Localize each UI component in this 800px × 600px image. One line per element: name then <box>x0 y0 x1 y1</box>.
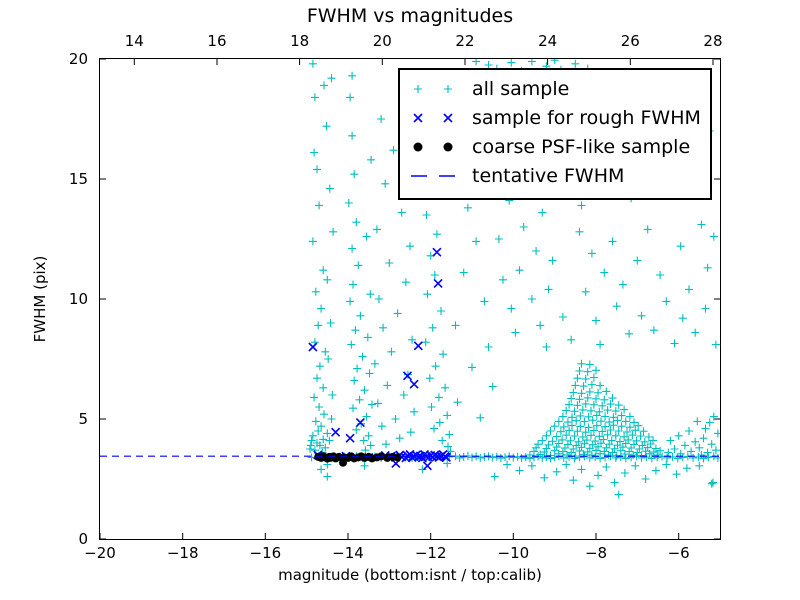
y-tick-label: 10 <box>68 290 88 308</box>
y-tick-label: 15 <box>68 170 88 188</box>
dot-marker-icon <box>413 142 453 151</box>
x-axis-label: magnitude (bottom:isnt / top:calib) <box>278 566 542 584</box>
chart-title: FWHM vs magnitudes <box>306 5 514 27</box>
legend-entry-tentative-fwhm: tentative FWHM <box>400 161 710 190</box>
scatter-plot <box>100 59 720 539</box>
x-tick-label-top: 16 <box>207 32 227 50</box>
legend-label: coarse PSF-like sample <box>472 135 691 158</box>
dashed-line-icon <box>411 174 455 177</box>
x-tick-label-bottom: −18 <box>166 544 199 562</box>
x-tick-label-top: 18 <box>290 32 310 50</box>
legend-entry-rough-fwhm: sample for rough FWHM <box>400 103 710 132</box>
x-tick-label-top: 24 <box>538 32 558 50</box>
y-tick-label: 20 <box>68 50 88 68</box>
x-tick-label-bottom: −6 <box>667 544 690 562</box>
y-tick-label: 5 <box>78 410 88 428</box>
top-axis-tick-labels: 14 16 18 20 22 24 26 28 <box>100 32 723 52</box>
x-tick-label-bottom: −10 <box>497 544 530 562</box>
x-tick-label-top: 14 <box>124 32 144 50</box>
y-axis-label: FWHM (pix) <box>31 255 49 343</box>
x-tick-label-top: 20 <box>372 32 392 50</box>
legend-label: all sample <box>472 77 570 100</box>
plus-marker-icon <box>414 84 452 93</box>
y-tick-label: 0 <box>78 530 88 548</box>
legend-entry-coarse-psf: coarse PSF-like sample <box>400 132 710 161</box>
x-tick-label-bottom: −16 <box>249 544 282 562</box>
bottom-axis-tick-labels: −20 −18 −16 −14 −12 −10 −8 −6 <box>84 544 720 564</box>
x-tick-label-bottom: −8 <box>584 544 608 562</box>
x-tick-label-top: 28 <box>703 32 723 50</box>
x-tick-label-bottom: −14 <box>332 544 364 562</box>
legend-label: tentative FWHM <box>472 164 625 187</box>
legend-entry-all-sample: all sample <box>400 74 710 103</box>
x-marker-icon <box>413 112 453 123</box>
y-axis-tick-labels: 0 5 10 15 20 <box>0 50 93 548</box>
legend: all sample sample for rough FWHM coarse … <box>398 68 712 200</box>
axis-ticks <box>100 59 720 539</box>
legend-label: sample for rough FWHM <box>472 106 701 129</box>
x-tick-label-top: 22 <box>455 32 475 50</box>
x-tick-label-top: 26 <box>620 32 640 50</box>
x-tick-label-bottom: −12 <box>414 544 447 562</box>
x-tick-label-bottom: −20 <box>84 544 116 562</box>
